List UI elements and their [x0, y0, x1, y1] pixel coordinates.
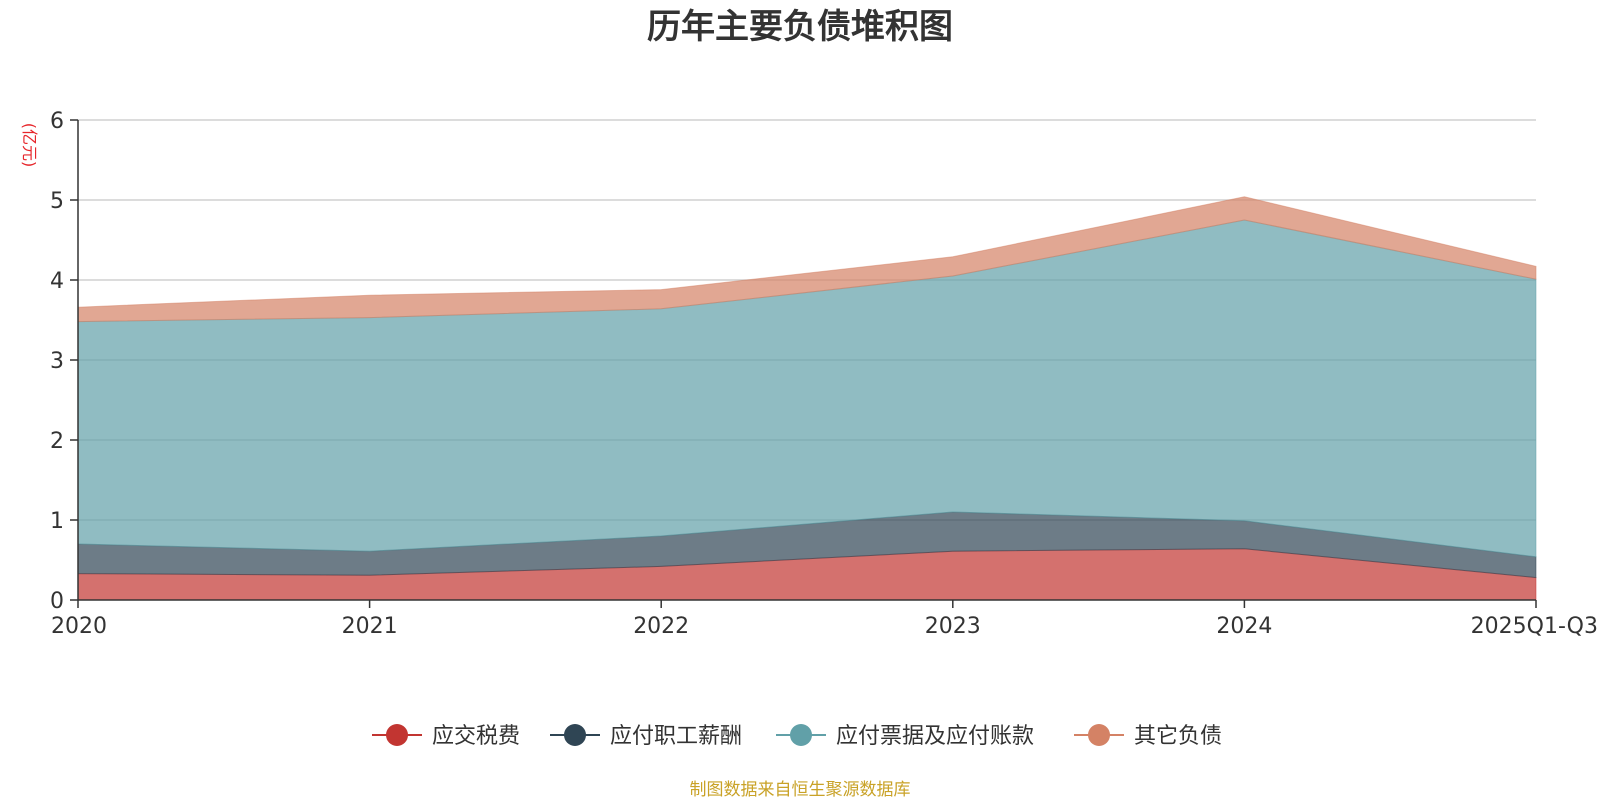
legend-circle-marker [790, 724, 812, 746]
x-tick-label: 2024 [1216, 614, 1272, 639]
legend-item-3: 应付票据及应付账款 [776, 724, 1034, 749]
axes: 0 1 2 3 4 5 6 2020 2021 2022 2023 2024 2025Q1-Q3 [50, 109, 1598, 639]
x-tick-label: 2022 [633, 614, 689, 639]
x-tick-label: 2020 [51, 614, 107, 639]
chart-title: 历年主要负债堆积图 [647, 7, 953, 47]
y-tick-label: 1 [50, 509, 64, 534]
y-tick-label: 3 [50, 349, 64, 374]
legend-label: 应交税费 [432, 724, 520, 749]
legend-label: 应付职工薪酬 [610, 724, 742, 749]
legend-item-2: 应付职工薪酬 [550, 724, 742, 749]
legend-item-4: 其它负债 [1074, 724, 1222, 749]
y-axis-unit-label: (亿元) [20, 123, 39, 168]
legend-circle-marker [564, 724, 586, 746]
area-series [77, 196, 1537, 601]
y-tick-label: 2 [50, 429, 64, 454]
legend: 应交税费 应付职工薪酬 应付票据及应付账款 其它负债 [372, 724, 1222, 749]
x-tick-label: 2021 [342, 614, 398, 639]
legend-circle-marker [1088, 724, 1110, 746]
x-tick-label: 2023 [925, 614, 981, 639]
y-tick-label: 0 [50, 589, 64, 614]
y-tick-label: 5 [50, 189, 64, 214]
legend-label: 其它负债 [1134, 724, 1222, 749]
y-tick-label: 6 [50, 109, 64, 134]
data-source-note: 制图数据来自恒生聚源数据库 [690, 780, 911, 800]
area-series-4 [77, 196, 1537, 323]
legend-label: 应付票据及应付账款 [836, 724, 1034, 749]
legend-item-1: 应交税费 [372, 724, 520, 749]
x-tick-label: 2025Q1-Q3 [1471, 614, 1598, 639]
area-series-3 [77, 219, 1537, 558]
legend-circle-marker [386, 724, 408, 746]
y-tick-label: 4 [50, 269, 64, 294]
